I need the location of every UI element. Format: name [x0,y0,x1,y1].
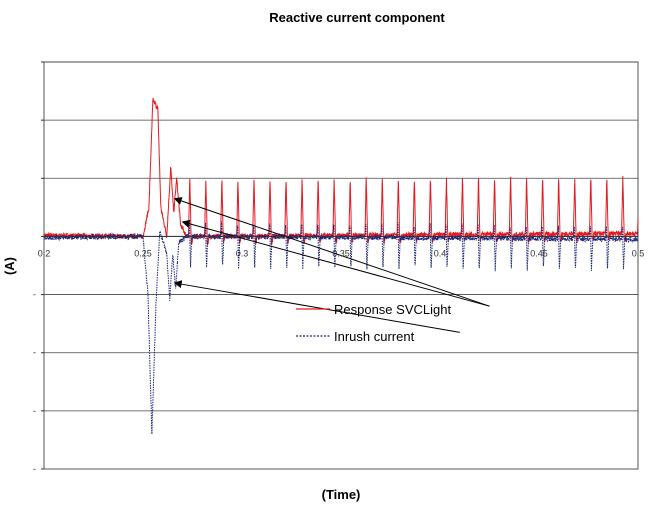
gridlines [44,61,638,412]
legend-entry-label: Response SVCLight [334,302,451,317]
y-tick-label: - [33,290,36,300]
legend-entry-label: Inrush current [334,329,415,344]
tick-layer: 0.2 0.25 0.3 0.35 0.4 0.45 0.5 - - - - [33,61,645,474]
x-tick-label: 0.25 [134,248,152,258]
x-tick-label: 0.35 [332,248,350,258]
y-tick-label: - [33,464,36,474]
x-tick-label: 0.45 [530,248,548,258]
x-tick-label: 0.5 [632,248,645,258]
y-tick-label: - [33,348,36,358]
y-axis-label: (A) [2,257,17,275]
annotation-arrow [173,197,490,307]
legend: Response SVCLight Inrush current [296,302,451,344]
series-line-response-svclight [43,97,639,246]
annotation-arrow [173,280,460,333]
x-tick-label: 0.4 [434,248,447,258]
x-tick-label: 0.2 [38,248,51,258]
chart-title: Reactive current component [269,10,445,25]
x-tick-label: 0.3 [236,248,249,258]
x-axis-label: (Time) [322,487,361,502]
y-tick-label: - [33,406,36,416]
